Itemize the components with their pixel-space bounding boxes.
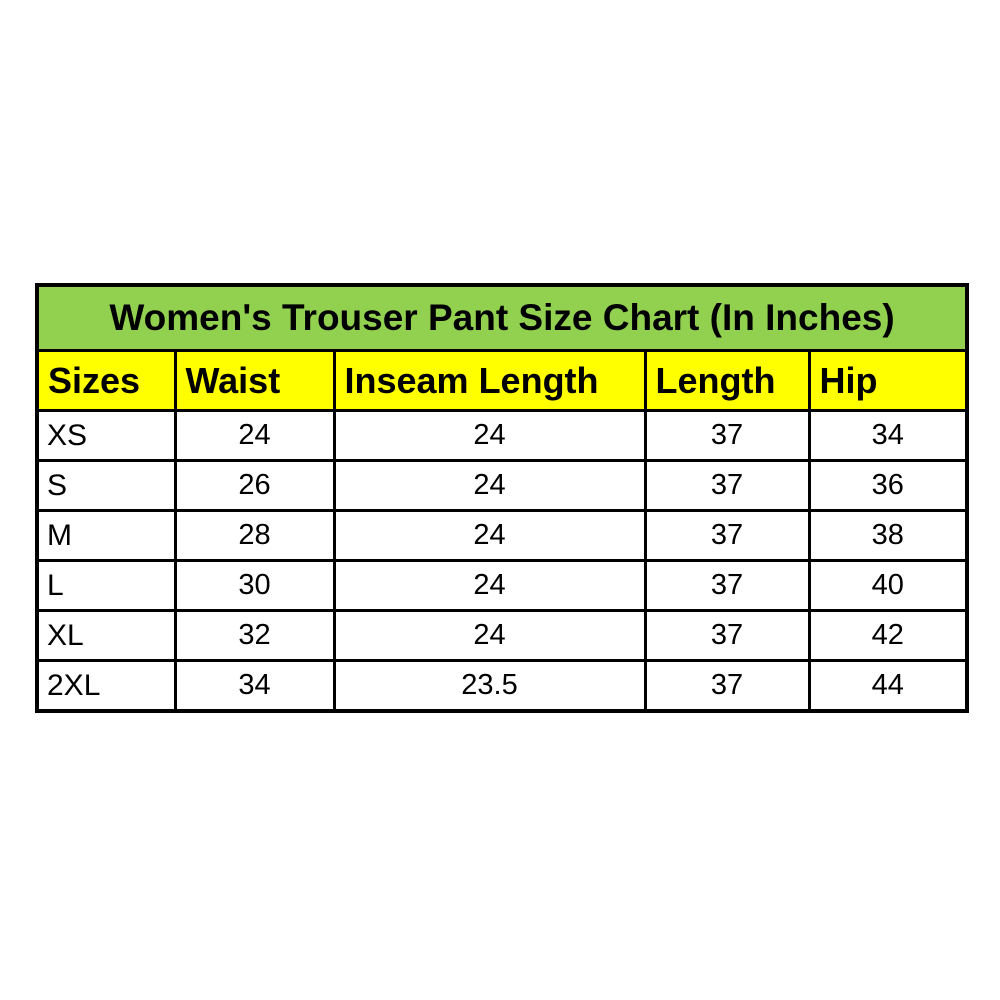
inseam-cell: 24	[332, 559, 647, 612]
length-cell: 37	[643, 559, 811, 612]
hip-cell: 38	[807, 509, 969, 562]
hip-cell: 36	[807, 459, 969, 512]
table-row-xs: XS 24 24 37 34	[35, 409, 969, 462]
length-cell: 37	[643, 659, 811, 713]
inseam-cell: 24	[332, 409, 647, 462]
length-cell: 37	[643, 509, 811, 562]
column-header-inseam: Inseam Length	[332, 349, 647, 412]
hip-cell: 44	[807, 659, 969, 713]
column-header-waist: Waist	[173, 349, 336, 412]
column-header-hip: Hip	[807, 349, 969, 412]
size-cell: M	[35, 509, 177, 562]
size-cell: L	[35, 559, 177, 612]
waist-cell: 32	[173, 609, 336, 662]
table-row-xl: XL 32 24 37 42	[35, 609, 969, 662]
inseam-cell: 24	[332, 509, 647, 562]
waist-cell: 26	[173, 459, 336, 512]
inseam-cell: 24	[332, 459, 647, 512]
chart-title: Women's Trouser Pant Size Chart (In Inch…	[35, 283, 969, 352]
size-cell: S	[35, 459, 177, 512]
waist-cell: 28	[173, 509, 336, 562]
size-cell: XS	[35, 409, 177, 462]
table-row-m: M 28 24 37 38	[35, 509, 969, 562]
size-cell: XL	[35, 609, 177, 662]
column-header-length: Length	[643, 349, 811, 412]
table-row-s: S 26 24 37 36	[35, 459, 969, 512]
length-cell: 37	[643, 609, 811, 662]
size-chart: Women's Trouser Pant Size Chart (In Inch…	[35, 283, 970, 713]
hip-cell: 34	[807, 409, 969, 462]
hip-cell: 42	[807, 609, 969, 662]
inseam-cell: 23.5	[332, 659, 647, 713]
size-cell: 2XL	[35, 659, 177, 713]
hip-cell: 40	[807, 559, 969, 612]
length-cell: 37	[643, 459, 811, 512]
column-header-sizes: Sizes	[35, 349, 177, 412]
waist-cell: 34	[173, 659, 336, 713]
inseam-cell: 24	[332, 609, 647, 662]
waist-cell: 24	[173, 409, 336, 462]
waist-cell: 30	[173, 559, 336, 612]
table-row-2xl: 2XL 34 23.5 37 44	[35, 659, 969, 713]
length-cell: 37	[643, 409, 811, 462]
table-row-l: L 30 24 37 40	[35, 559, 969, 612]
size-chart-table: Women's Trouser Pant Size Chart (In Inch…	[35, 283, 970, 713]
